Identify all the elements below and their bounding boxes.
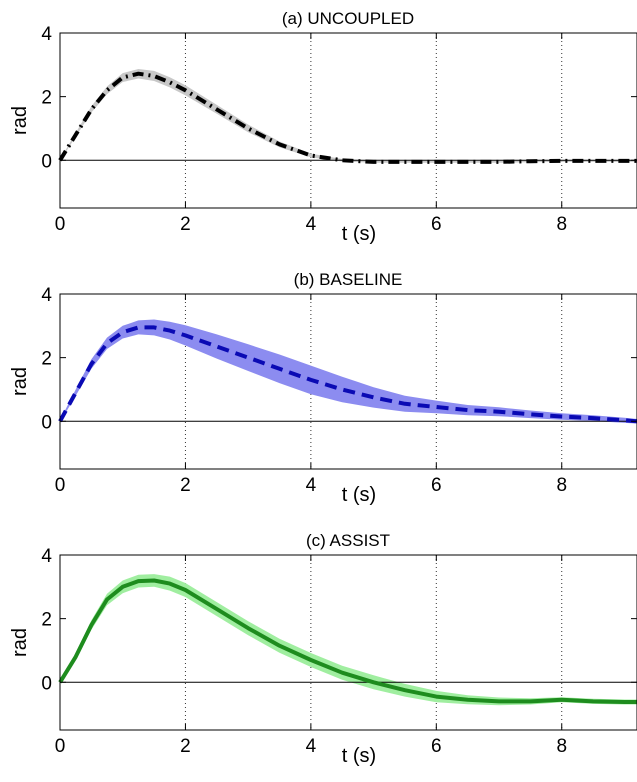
panel-baseline: 0 2 4 6 8 0 2 4 (b) BASELINE t (s) rad: [9, 270, 637, 506]
y-tick-label: 4: [41, 24, 52, 45]
y-axis-label: rad: [9, 106, 31, 135]
y-axis-label: rad: [9, 367, 31, 396]
series-line: [58, 71, 637, 164]
band-layer: [60, 319, 637, 424]
x-tick-label: 6: [431, 475, 442, 496]
chart-title: (c) ASSIST: [306, 531, 390, 550]
x-tick-label: 6: [431, 214, 442, 235]
tick-marks: [59, 32, 637, 208]
series-layer: [58, 325, 637, 424]
variance-band: [60, 319, 637, 424]
x-tick-label: 8: [556, 214, 567, 235]
y-tick-label: 0: [41, 151, 52, 172]
y-tick-label: 2: [41, 88, 52, 109]
y-tick-labels: 0 2 4: [41, 24, 52, 172]
x-tick-label: 2: [180, 475, 191, 496]
y-tick-label: 2: [41, 610, 52, 631]
y-tick-label: 2: [41, 349, 52, 370]
plot-frame: [59, 293, 637, 470]
variance-band: [60, 574, 637, 706]
x-tick-label: 6: [431, 736, 442, 757]
x-axis-label: t (s): [342, 745, 376, 767]
x-tick-label: 0: [55, 736, 66, 757]
y-tick-label: 4: [41, 546, 52, 567]
x-tick-label: 2: [180, 214, 191, 235]
series-layer: [58, 71, 637, 164]
x-tick-labels: 0 2 4 6 8: [55, 214, 567, 235]
x-tick-label: 4: [306, 214, 317, 235]
plot-frame: [59, 32, 637, 209]
y-axis-label: rad: [9, 628, 31, 657]
x-tick-label: 0: [55, 214, 66, 235]
x-tick-label: 4: [306, 736, 317, 757]
x-axis-label: t (s): [342, 223, 376, 245]
y-tick-label: 0: [41, 412, 52, 433]
tick-marks: [59, 293, 637, 469]
y-tick-labels: 0 2 4: [41, 546, 52, 694]
y-tick-label: 4: [41, 285, 52, 306]
y-tick-labels: 0 2 4: [41, 285, 52, 433]
band-layer: [60, 69, 637, 163]
chart-title: (a) UNCOUPLED: [282, 9, 414, 28]
x-axis-label: t (s): [342, 484, 376, 506]
chart-title: (b) BASELINE: [294, 270, 403, 289]
panel-uncoupled: 0 2 4 6 8 0 2 4 (a) UNCOUPLED t (s) rad: [9, 9, 637, 245]
series-line: [58, 325, 637, 424]
x-tick-labels: 0 2 4 6 8: [55, 736, 567, 757]
x-tick-label: 8: [556, 736, 567, 757]
x-tick-labels: 0 2 4 6 8: [55, 475, 567, 496]
tick-marks: [59, 554, 637, 730]
variance-band: [60, 69, 637, 163]
band-layer: [60, 574, 637, 706]
y-tick-label: 0: [41, 673, 52, 694]
plot-frame: [59, 554, 637, 731]
x-tick-label: 8: [556, 475, 567, 496]
series-line: [58, 578, 637, 704]
panel-assist: 0 2 4 6 8 0 2 4 (c) ASSIST t (s) rad: [9, 531, 637, 767]
plot-area: [60, 33, 637, 208]
series-layer: [58, 578, 637, 704]
x-tick-label: 4: [306, 475, 317, 496]
x-tick-label: 2: [180, 736, 191, 757]
x-tick-label: 0: [55, 475, 66, 496]
